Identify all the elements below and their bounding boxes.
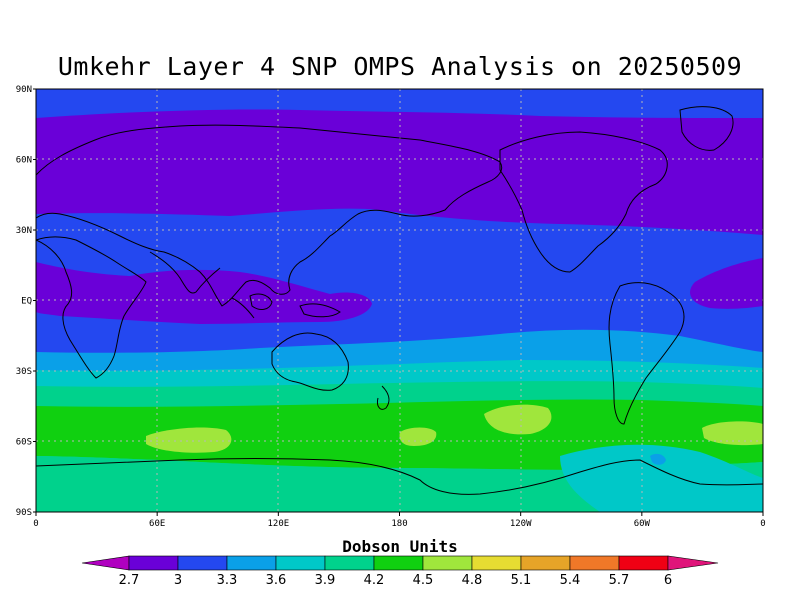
x-axis: 0 60E 120E 180 120W 60W 0 [33,512,766,529]
colorbar-swatch [520,555,571,571]
coast-newzealand [377,385,390,410]
x-tick-label: 60W [634,519,651,529]
colorbar-level-label: 5.7 [609,573,630,588]
colorbar-swatch [128,555,179,571]
coast-north-america [499,131,668,273]
coast-eurasia [36,124,503,307]
colorbar-level-label: 6 [664,573,672,588]
y-axis: 90N 60N 30N EQ 30S 60S 90S [16,85,36,518]
band-equator-low-west [36,262,372,324]
colorbar-level-label: 3 [174,573,182,588]
y-tick-label: EQ [21,297,32,307]
colorbar-level-label: 5.1 [511,573,532,588]
x-tick-label: 0 [760,519,765,529]
coast-antarctica [36,458,763,495]
coast-sumatra [231,297,255,319]
colorbar-swatch [226,555,277,571]
colorbar-level-label: 3.9 [315,573,336,588]
colorbar-level-label: 2.7 [119,573,140,588]
y-tick-label: 90N [16,85,32,95]
contour-field [36,89,763,512]
colorbar-swatch [324,555,375,571]
colorbar-high-arrow [667,555,719,571]
graticule [36,89,763,512]
colorbar-level-label: 3.3 [217,573,238,588]
map-title: Umkehr Layer 4 SNP OMPS Analysis on 2025… [57,52,743,81]
colorbar-low-arrow [81,555,130,571]
band-equator-low-east [690,258,763,309]
x-tick-label: 60E [149,519,165,529]
y-tick-label: 60S [16,438,32,448]
coast-south-america [608,282,685,425]
y-tick-label: 60N [16,156,32,166]
band-north-low [36,109,763,235]
colorbar-swatch [275,555,326,571]
colorbar-level-label: 4.2 [364,573,385,588]
colorbar-swatch [471,555,522,571]
colorbar-swatch [373,555,424,571]
coast-newguinea [299,303,341,318]
patch-south-45-c [484,404,552,435]
coast-greenland [679,106,734,151]
colorbar-level-label: 3.6 [266,573,287,588]
band-antarctic-36 [560,444,763,512]
colorbar-swatch [422,555,473,571]
colorbar-level-label: 4.8 [462,573,483,588]
coast-borneo [249,293,273,310]
coast-india [149,251,221,294]
colorbar-swatch [618,555,669,571]
colorbar-swatch [569,555,620,571]
colorbar-swatch [177,555,228,571]
colorbar-level-label: 5.4 [560,573,581,588]
y-tick-label: 30S [16,367,32,377]
coast-australia [271,332,349,391]
coast-africa [36,236,147,379]
patch-south-45-a [146,427,232,453]
y-tick-label: 90S [16,508,32,518]
colorbar: Dobson Units 2.7 3 3.3 3.6 3.9 4.2 4.5 4.8 5.1 5.… [81,537,719,588]
x-tick-label: 120E [267,519,289,529]
y-tick-label: 30N [16,226,32,236]
x-tick-label: 0 [33,519,38,529]
patch-south-45-d [702,421,763,446]
colorbar-title: Dobson Units [342,537,458,556]
colorbar-level-label: 4.5 [413,573,434,588]
patch-antarctic-33 [650,453,666,465]
coastlines [36,106,763,495]
x-tick-label: 120W [510,519,532,529]
x-tick-label: 180 [391,519,407,529]
